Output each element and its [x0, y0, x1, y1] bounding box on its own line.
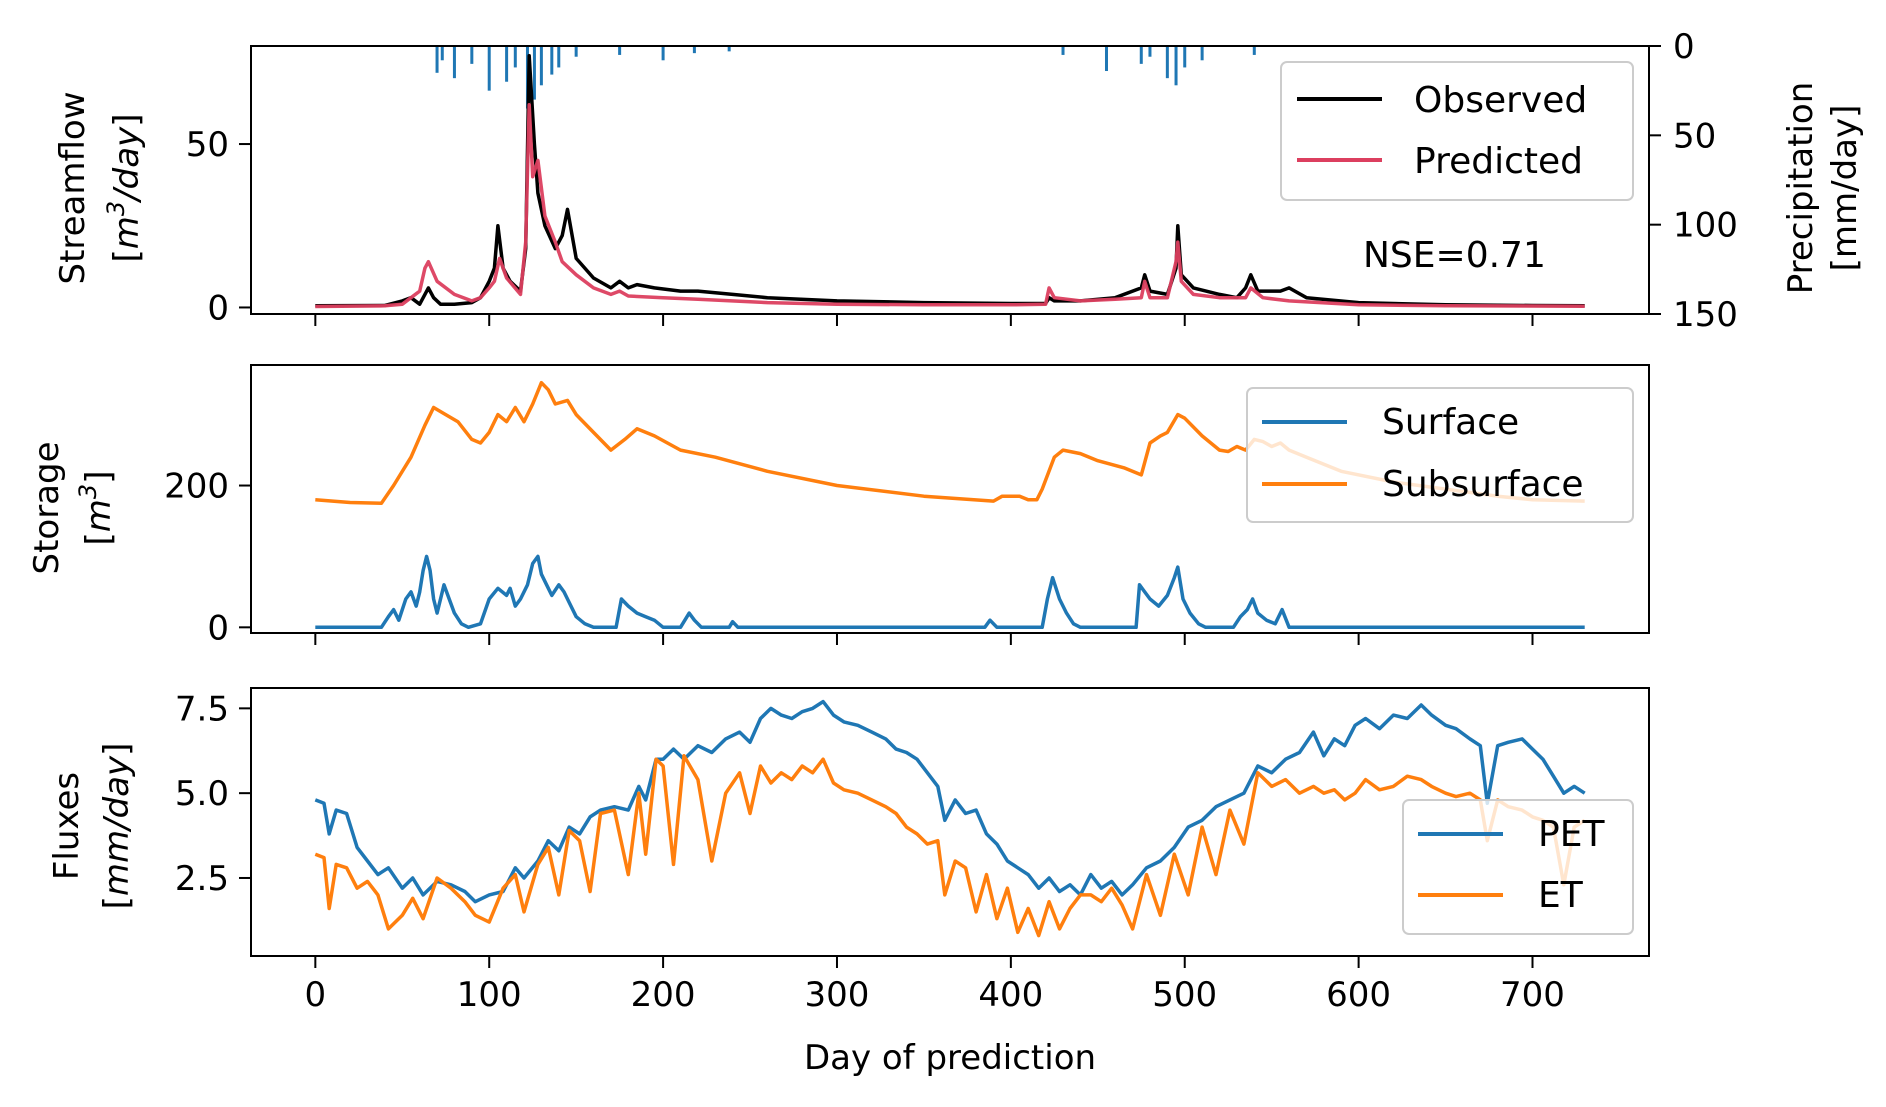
xtick-label-0: 0 — [305, 975, 327, 1015]
precipitation-bar-25 — [1252, 46, 1256, 55]
precipitation-bar-6 — [513, 46, 517, 68]
streamflow-legend-box — [1280, 61, 1634, 201]
precipitation-bar-8 — [532, 46, 536, 100]
precipitation-bar-10 — [550, 46, 554, 75]
x-axis-label: Day of prediction — [804, 1038, 1096, 1078]
storage-series-surface-line — [315, 554, 1585, 630]
streamflow-ylabel-line2: [m3/day] — [102, 114, 147, 263]
precipitation-ytick-label-1: 50 — [1673, 116, 1716, 156]
fluxes-series-et-line — [314, 754, 1586, 938]
precipitation-bar-2 — [452, 46, 456, 79]
xtick-label-4: 400 — [978, 975, 1043, 1015]
fluxes-series-pet-line — [314, 699, 1586, 904]
precipitation-bar-18 — [1104, 46, 1108, 72]
fluxes-panel: 2.55.07.5 0 100 200 300 400 500 600 700 Fluxes … — [47, 687, 1650, 1078]
precipitation-bar-20 — [1148, 46, 1152, 57]
legend-label-subsurface: Subsurface — [1382, 464, 1584, 505]
legend-label-surface: Surface — [1382, 402, 1519, 443]
legend-label-pet: PET — [1538, 814, 1605, 855]
streamflow-legend: Observed Predicted — [1280, 61, 1634, 201]
precipitation-bar-11 — [557, 46, 561, 68]
fluxes-plot-area — [314, 699, 1586, 938]
precipitation-bar-22 — [1174, 46, 1178, 86]
streamflow-y-ticks: 0 50 — [186, 125, 251, 328]
precipitation-bar-15 — [692, 46, 696, 54]
precipitation-bar-23 — [1183, 46, 1187, 68]
streamflow-x-ticks — [314, 314, 1534, 326]
fluxes-ytick-label-1: 5.0 — [175, 774, 229, 814]
storage-panel: 0 200 Storage [m3] Surface Subsurface — [27, 364, 1650, 648]
precipitation-bar-21 — [1165, 46, 1169, 79]
fluxes-ytick-label-2: 7.5 — [175, 689, 229, 729]
storage-x-ticks — [314, 633, 1534, 645]
precipitation-ytick-label-3: 150 — [1673, 295, 1738, 335]
xtick-label-5: 500 — [1152, 975, 1217, 1015]
xtick-label-7: 700 — [1500, 975, 1565, 1015]
legend-label-observed: Observed — [1414, 80, 1587, 121]
fluxes-y-ticks: 2.5 5.0 7.5 — [175, 689, 251, 899]
precipitation-bar-0 — [435, 46, 439, 73]
storage-ytick-label-0: 0 — [207, 608, 229, 648]
precipitation-bar-5 — [505, 46, 509, 82]
fluxes-ylabel-line2: [mm/day] — [97, 743, 137, 910]
xtick-label-1: 100 — [457, 975, 522, 1015]
storage-y-ticks: 0 200 — [164, 467, 251, 648]
storage-ylabel-line2: [m3] — [74, 471, 119, 546]
xtick-label-6: 600 — [1326, 975, 1391, 1015]
fluxes-x-ticks: 0 100 200 300 400 500 600 700 — [305, 956, 1565, 1015]
precipitation-bar-17 — [1061, 46, 1065, 55]
precipitation-bar-12 — [574, 46, 578, 57]
storage-axes-frame — [250, 364, 1650, 634]
precipitation-y-ticks: 0 50 100 150 — [1649, 27, 1738, 335]
storage-ylabel-line1: Storage — [27, 441, 67, 574]
storage-ytick-label-1: 200 — [164, 467, 229, 507]
fluxes-ytick-label-0: 2.5 — [175, 859, 229, 899]
legend-label-et: ET — [1538, 875, 1584, 916]
precipitation-ytick-label-2: 100 — [1673, 206, 1738, 246]
storage-legend: Surface Subsurface — [1246, 387, 1634, 523]
streamflow-series-predicted-line — [315, 103, 1585, 309]
nse-annotation: NSE=0.71 — [1363, 235, 1546, 276]
precipitation-bar-4 — [487, 46, 491, 91]
streamflow-axes-frame — [250, 45, 1650, 315]
streamflow-ylabel-line1: Streamflow — [53, 91, 93, 284]
xtick-label-3: 300 — [805, 975, 870, 1015]
precipitation-ytick-label-0: 0 — [1673, 27, 1695, 67]
precipitation-bar-13 — [618, 46, 622, 55]
precipitation-ylabel-line1: Precipitation — [1781, 82, 1821, 295]
precipitation-bar-3 — [470, 46, 474, 64]
fluxes-ylabel-line1: Fluxes — [47, 772, 87, 880]
xtick-label-2: 200 — [631, 975, 696, 1015]
fluxes-axes-frame — [250, 687, 1650, 957]
precipitation-bar-9 — [539, 46, 543, 86]
streamflow-panel: 0 50 0 50 100 150 Streamflow [m3/day] Precip… — [53, 27, 1865, 335]
legend-label-predicted: Predicted — [1414, 141, 1583, 182]
streamflow-plot-area — [315, 46, 1585, 309]
streamflow-ytick-label-0: 0 — [207, 288, 229, 328]
precipitation-ylabel-line2: [mm/day] — [1825, 105, 1865, 272]
streamflow-ytick-label-1: 50 — [186, 125, 229, 165]
precipitation-bar-1 — [440, 46, 444, 61]
precipitation-bar-16 — [727, 46, 731, 52]
precipitation-bar-14 — [661, 46, 665, 61]
precipitation-bar-24 — [1200, 46, 1204, 61]
precipitation-bar-19 — [1139, 46, 1143, 64]
fluxes-legend: PET ET — [1402, 799, 1634, 935]
